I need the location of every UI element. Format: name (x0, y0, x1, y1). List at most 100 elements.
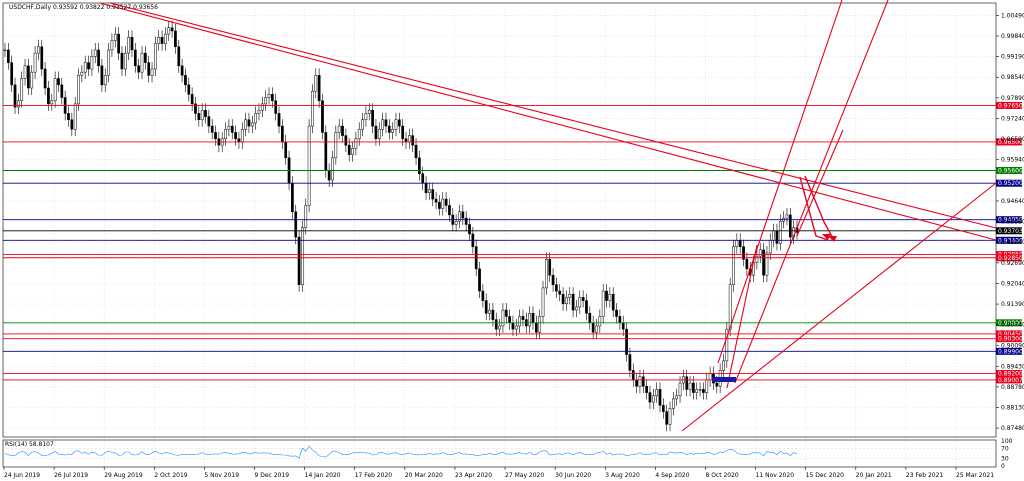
candle-body (337, 125, 341, 133)
price-tick-label: 0.90740 (1001, 322, 1024, 329)
date-tick-label: 17 Feb 2020 (355, 472, 393, 479)
candle-body (565, 297, 568, 305)
candle-body (424, 182, 428, 193)
horizontal-levels: 0.97650 0.96500 0.95600 0.95200 0.94050 0.937… (3, 101, 1023, 384)
candle-body (57, 78, 60, 86)
channel-line-upper (717, 0, 843, 364)
price-tick-label: 0.92690 (1001, 260, 1024, 267)
candle-body (551, 274, 555, 285)
candle-body (40, 46, 44, 70)
candle-body (645, 385, 648, 393)
candle-body (514, 325, 518, 330)
candle-body (327, 170, 331, 181)
candle-body (301, 227, 304, 285)
candle-body (50, 100, 54, 105)
price-tick-label: 0.96590 (1001, 136, 1024, 143)
candle-body (685, 376, 689, 390)
candle-body (738, 240, 742, 247)
highlight-zone (712, 377, 736, 382)
rsi-plot-frame (2, 439, 997, 468)
candle-body (722, 360, 725, 371)
candle-body (83, 62, 87, 73)
level-label: 0.90450 (998, 331, 1023, 338)
candle-body (113, 33, 117, 41)
candle-body (80, 71, 84, 76)
candle-body (120, 52, 124, 70)
candle-body (618, 316, 622, 324)
candle-body (598, 316, 602, 327)
candle-body (484, 300, 488, 314)
candle-body (608, 293, 612, 301)
price-tick-label: 0.89430 (1001, 363, 1024, 370)
candle-body (107, 49, 110, 76)
candle-body (534, 322, 538, 333)
candle-body (431, 189, 435, 200)
price-tick-label: 0.97240 (1001, 115, 1024, 122)
candle-body (725, 328, 729, 362)
date-tick-label: 9 Dec 2019 (255, 472, 290, 479)
candle-body (23, 65, 27, 79)
candle-body (705, 379, 709, 393)
candle-body (130, 37, 134, 51)
candle-body (641, 376, 645, 387)
date-tick-label: 30 Jun 2020 (555, 472, 591, 479)
price-tick-label: 0.94640 (1001, 198, 1024, 205)
candle-body (247, 119, 251, 127)
date-tick-label: 3 Aug 2020 (605, 472, 640, 479)
channel-inner-line (726, 244, 758, 389)
candle-body (270, 94, 274, 101)
level-label-box (996, 101, 1022, 109)
candle-body (190, 94, 194, 105)
candle-body (458, 211, 461, 222)
candle-body (164, 33, 167, 44)
date-tick-label: 29 Aug 2019 (104, 472, 143, 479)
candle-body (194, 103, 197, 114)
candle-body (498, 325, 501, 330)
candle-body (307, 125, 311, 206)
candle-body (695, 389, 699, 393)
level-label: 0.92850 (998, 255, 1023, 262)
level-label-box (996, 227, 1022, 235)
candle-body (291, 182, 294, 213)
support-trendline (681, 182, 997, 432)
date-axis: 24 Jun 2019 26 Jul 2019 29 Aug 2019 2 Oct 2… (3, 467, 994, 479)
candle-body (421, 173, 425, 184)
candle-body (244, 119, 247, 130)
rsi-line (4, 445, 798, 459)
date-tick-label: 2 Oct 2019 (154, 472, 187, 479)
candle-body (210, 125, 214, 133)
level-label: 0.97650 (998, 102, 1023, 109)
level-label: 0.95200 (998, 180, 1023, 187)
candle-body (207, 116, 211, 127)
candle-body (581, 297, 585, 301)
candle-body (595, 325, 598, 333)
price-tick-label: 0.88780 (1001, 384, 1024, 391)
candle-body (324, 132, 328, 171)
candle-body (274, 100, 278, 114)
candle-body (281, 125, 284, 143)
price-tick-label: 0.99190 (1001, 54, 1024, 61)
candle-body (147, 62, 151, 76)
candle-body (384, 119, 388, 127)
candle-body (531, 313, 535, 324)
chart-title: USDCHF,Daily 0.93592 0.93822 0.93527 0.9… (9, 4, 158, 11)
candle-body (778, 221, 782, 244)
candle-body (47, 87, 50, 105)
candle-body (394, 119, 398, 130)
candle-body (117, 33, 120, 54)
candle-body (414, 144, 418, 159)
candle-body (454, 221, 458, 225)
candle-body (668, 408, 672, 425)
date-tick-label: 25 Mar 2021 (956, 472, 994, 479)
candle-body (765, 252, 769, 276)
candle-body (625, 328, 628, 355)
candles (3, 20, 799, 432)
candle-body (347, 144, 351, 155)
candle-body (97, 49, 100, 67)
candle-body (501, 309, 505, 327)
level-label-box (996, 335, 1022, 343)
level-label: 0.93703 (998, 228, 1023, 235)
candle-body (538, 316, 542, 333)
candle-body (692, 382, 695, 393)
level-label: 0.94050 (998, 217, 1023, 224)
